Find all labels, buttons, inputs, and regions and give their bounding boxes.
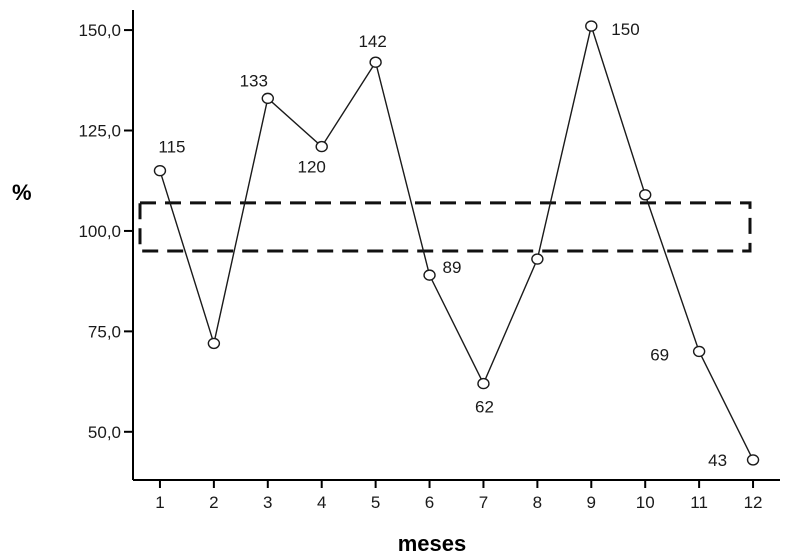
series-line [159,23,754,461]
data-point [423,269,436,281]
y-tick-label: 125,0 [78,122,121,141]
data-point [531,253,544,265]
x-tick-label: 11 [690,493,708,512]
x-tick-label: 2 [209,493,218,512]
data-point [315,140,328,153]
data-point [207,337,221,350]
data-point [369,56,382,68]
data-point [585,20,598,32]
reference-band [138,201,752,253]
data-point [692,345,706,358]
data-point [639,189,652,201]
data-label: 133 [240,71,268,90]
x-tick-label: 6 [425,493,434,512]
y-tick-label: 100,0 [78,222,121,241]
data-label: 115 [158,138,185,157]
data-point [153,164,167,177]
x-tick-label: 1 [155,493,164,512]
reference-band-layer [138,201,752,253]
x-tick-label: 8 [533,493,542,512]
data-label: 62 [475,398,494,417]
data-label: 142 [358,32,386,51]
data-label: 89 [443,258,462,277]
x-tick-label: 10 [636,493,655,512]
x-axis-label: meses [398,531,467,556]
y-tick-label: 50,0 [88,423,121,442]
y-tick-label: 150,0 [78,21,121,40]
data-label: 69 [650,345,669,364]
x-tick-label: 3 [263,493,272,512]
series-line-layer [159,23,754,461]
data-label: 120 [298,158,326,177]
data-points-layer [153,20,760,466]
data-point [746,454,760,466]
x-tick-label: 7 [479,493,488,512]
y-axis-label: % [12,180,32,205]
x-tick-label: 5 [371,493,380,512]
data-point [261,92,274,105]
y-tick-label: 75,0 [88,322,121,341]
x-tick-label: 4 [317,493,326,512]
x-tick-label: 9 [587,493,596,512]
data-label: 150 [611,20,639,39]
data-point [477,377,490,390]
data-labels-layer: 115 133 120 142 89 62 150 69 43 [158,20,727,470]
x-tick-label: 12 [744,493,763,512]
data-label: 43 [708,451,727,470]
